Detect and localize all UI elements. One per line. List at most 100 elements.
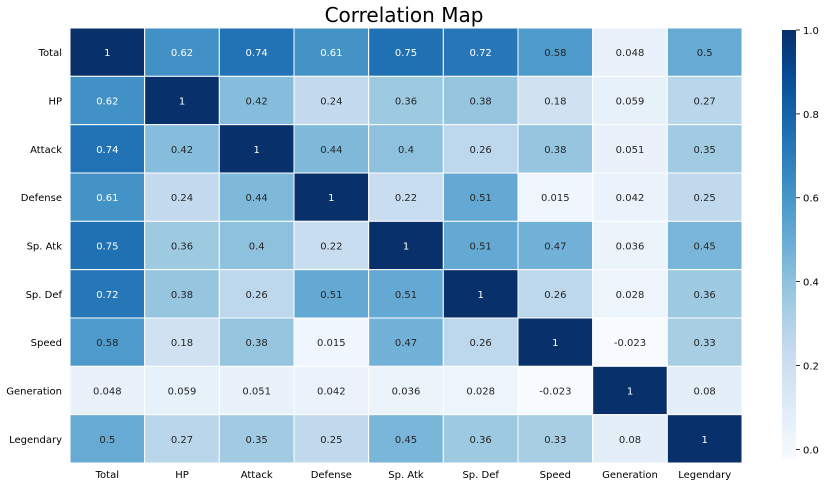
heatmap-cell-total-hp [144,27,220,77]
heatmap-cell-hp-generation [592,75,668,126]
heatmap-cell-generation-defense [293,365,370,416]
heatmap-cell-speed-speed [517,317,594,367]
cell-value-label: 0.38 [544,145,566,156]
colorbar [782,30,796,459]
heatmap-cell-legendary-sp-def [442,414,519,464]
x-tick-label: Attack [241,470,273,481]
colorbar-ticks: 0.0 0.2 0.4 0.6 0.8 1.0 [796,26,819,456]
cell-value-label: 0.36 [470,435,492,446]
cell-value-label: 0.75 [96,242,118,253]
heatmap-cell-sp-def-generation [592,269,668,319]
heatmap-cell-attack-attack [218,124,295,174]
heatmap-cell-total-generation [592,27,668,77]
cell-value-label: 0.75 [395,48,417,59]
chart-title: Correlation Map [325,3,484,27]
cell-value-label: 1 [627,387,633,398]
cell-value-label: 0.051 [242,387,271,398]
cell-value-label: 0.51 [470,242,492,253]
heatmap-cell-total-attack [218,27,295,77]
y-tick-label: Defense [21,193,62,204]
cell-value-label: 0.27 [171,435,193,446]
y-tick-label: Sp. Atk [27,242,63,253]
cell-value-label: 0.51 [470,193,492,204]
cell-value-label: 1 [179,97,185,108]
cell-value-label: 0.51 [395,290,417,301]
heatmap-cell-total-sp-def [442,27,519,77]
cell-value-label: 0.72 [470,48,492,59]
y-tick-label: Speed [31,338,62,349]
cell-value-label: 0.5 [697,48,713,59]
heatmap-cell-legendary-hp [144,414,220,464]
heatmap-cell-sp-def-total [69,269,146,319]
heatmap-cell-sp-def-hp [144,269,220,319]
heatmap-cell-defense-legendary [666,172,743,222]
heatmap-cell-generation-total [69,365,146,416]
cell-value-label: 0.47 [544,242,566,253]
cell-value-label: 0.42 [171,145,193,156]
cell-value-label: 0.61 [320,48,342,59]
heatmap-cell-speed-hp [144,317,220,367]
cell-value-label: 0.4 [398,145,414,156]
cell-value-label: 0.26 [544,290,566,301]
cell-value-label: 0.26 [246,290,268,301]
heatmap-cell-hp-attack [218,75,295,126]
cell-value-label: 0.059 [616,97,645,108]
cell-value-label: 1 [403,242,409,253]
y-tick-label: Legendary [9,435,62,446]
heatmap-cell-legendary-legendary [666,414,743,464]
x-tick-label: HP [175,470,189,481]
heatmap-cell-attack-hp [144,124,220,174]
y-tick-label: Generation [6,387,62,398]
cell-value-label: 0.47 [395,338,417,349]
cell-value-label: 0.5 [99,435,115,446]
x-tick-label: Sp. Atk [388,470,424,481]
cell-value-label: 0.08 [694,387,716,398]
heatmap-cell-attack-speed [517,124,594,174]
cell-value-label: -0.023 [614,338,646,349]
cell-value-label: 0.26 [470,338,492,349]
cell-value-label: 0.36 [395,97,417,108]
heatmap-cell-legendary-defense [293,414,370,464]
cell-value-label: 0.36 [171,242,193,253]
x-tick-label: Speed [540,470,571,481]
heatmap-cell-defense-hp [144,172,220,222]
cell-value-label: 1 [552,338,558,349]
cell-value-label: 0.33 [544,435,566,446]
cell-value-label: 0.38 [246,338,268,349]
cell-value-label: 0.45 [395,435,417,446]
heatmap-cell-sp-atk-speed [517,220,594,271]
heatmap-cell-sp-atk-attack [218,220,295,271]
cell-value-label: 0.74 [96,145,118,156]
cell-value-label: 0.74 [246,48,268,59]
x-tick-labels: Total HP Attack Defense Sp. Atk Sp. Def Speed G… [95,470,732,481]
cell-value-label: 0.35 [694,145,716,156]
heatmap-cell-defense-defense [293,172,370,222]
heatmap-cell-legendary-total [69,414,146,464]
cell-value-label: 0.015 [317,338,346,349]
cell-value-label: 0.51 [320,290,342,301]
y-tick-labels: Total HP Attack Defense Sp. Atk Sp. Def Speed G… [6,48,62,446]
cell-value-label: 0.24 [171,193,193,204]
cell-value-label: 0.72 [96,290,118,301]
x-tick-label: Total [95,470,119,481]
cell-value-label: 0.24 [320,97,342,108]
cell-value-label: 0.051 [616,145,645,156]
heatmap-cell-legendary-sp-atk [368,414,444,464]
heatmap-cell-hp-sp-atk [368,75,444,126]
cell-value-label: 0.38 [470,97,492,108]
cell-value-label: 0.38 [171,290,193,301]
colorbar-tick-label: 0.6 [803,194,819,205]
heatmap-cell-hp-total [69,75,146,126]
cell-value-label: 0.36 [694,290,716,301]
heatmap-cell-sp-def-legendary [666,269,743,319]
heatmap-cell-speed-sp-atk [368,317,444,367]
x-tick-label: Sp. Def [462,470,499,481]
cell-value-label: 0.18 [171,338,193,349]
cell-value-label: 0.22 [395,193,417,204]
cell-value-label: 1 [328,193,334,204]
y-tick-label: Sp. Def [26,290,63,301]
cell-value-label: 0.35 [246,435,268,446]
cell-value-label: 0.58 [96,338,118,349]
cell-value-label: 0.042 [616,193,645,204]
